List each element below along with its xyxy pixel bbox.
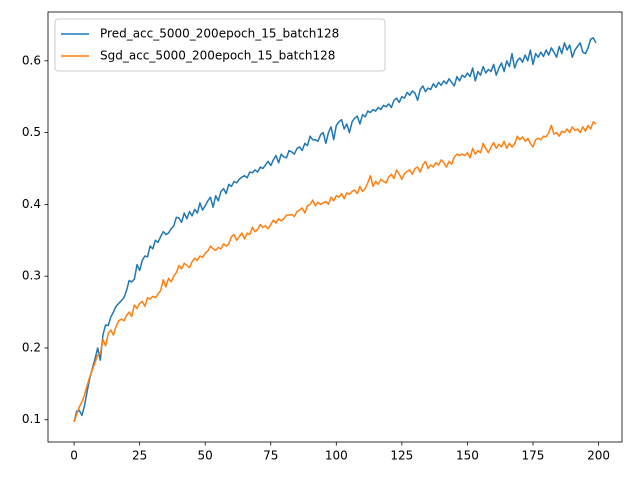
x-tick-label: 150 bbox=[456, 449, 479, 463]
x-tick-label: 25 bbox=[132, 449, 147, 463]
y-tick-label: 0.5 bbox=[22, 125, 41, 139]
x-tick-label: 100 bbox=[325, 449, 348, 463]
legend-label: Pred_acc_5000_200epoch_15_batch128 bbox=[100, 27, 339, 41]
axes-frame bbox=[47, 11, 623, 443]
legend-label: Sgd_acc_5000_200epoch_15_batch128 bbox=[100, 49, 335, 63]
x-tick-label: 175 bbox=[522, 449, 545, 463]
x-tick-label: 75 bbox=[263, 449, 278, 463]
legend-box bbox=[54, 18, 386, 72]
y-tick-label: 0.3 bbox=[22, 269, 41, 283]
y-tick-label: 0.2 bbox=[22, 340, 41, 354]
line bbox=[73, 37, 597, 423]
y-tick-label: 0.6 bbox=[22, 53, 41, 67]
x-tick-label: 200 bbox=[587, 449, 610, 463]
x-tick-label: 0 bbox=[70, 449, 78, 463]
line bbox=[73, 121, 597, 423]
x-tick-label: 125 bbox=[390, 449, 413, 463]
x-tick-label: 50 bbox=[198, 449, 213, 463]
y-tick-label: 0.1 bbox=[22, 412, 41, 426]
y-tick-label: 0.4 bbox=[22, 197, 41, 211]
